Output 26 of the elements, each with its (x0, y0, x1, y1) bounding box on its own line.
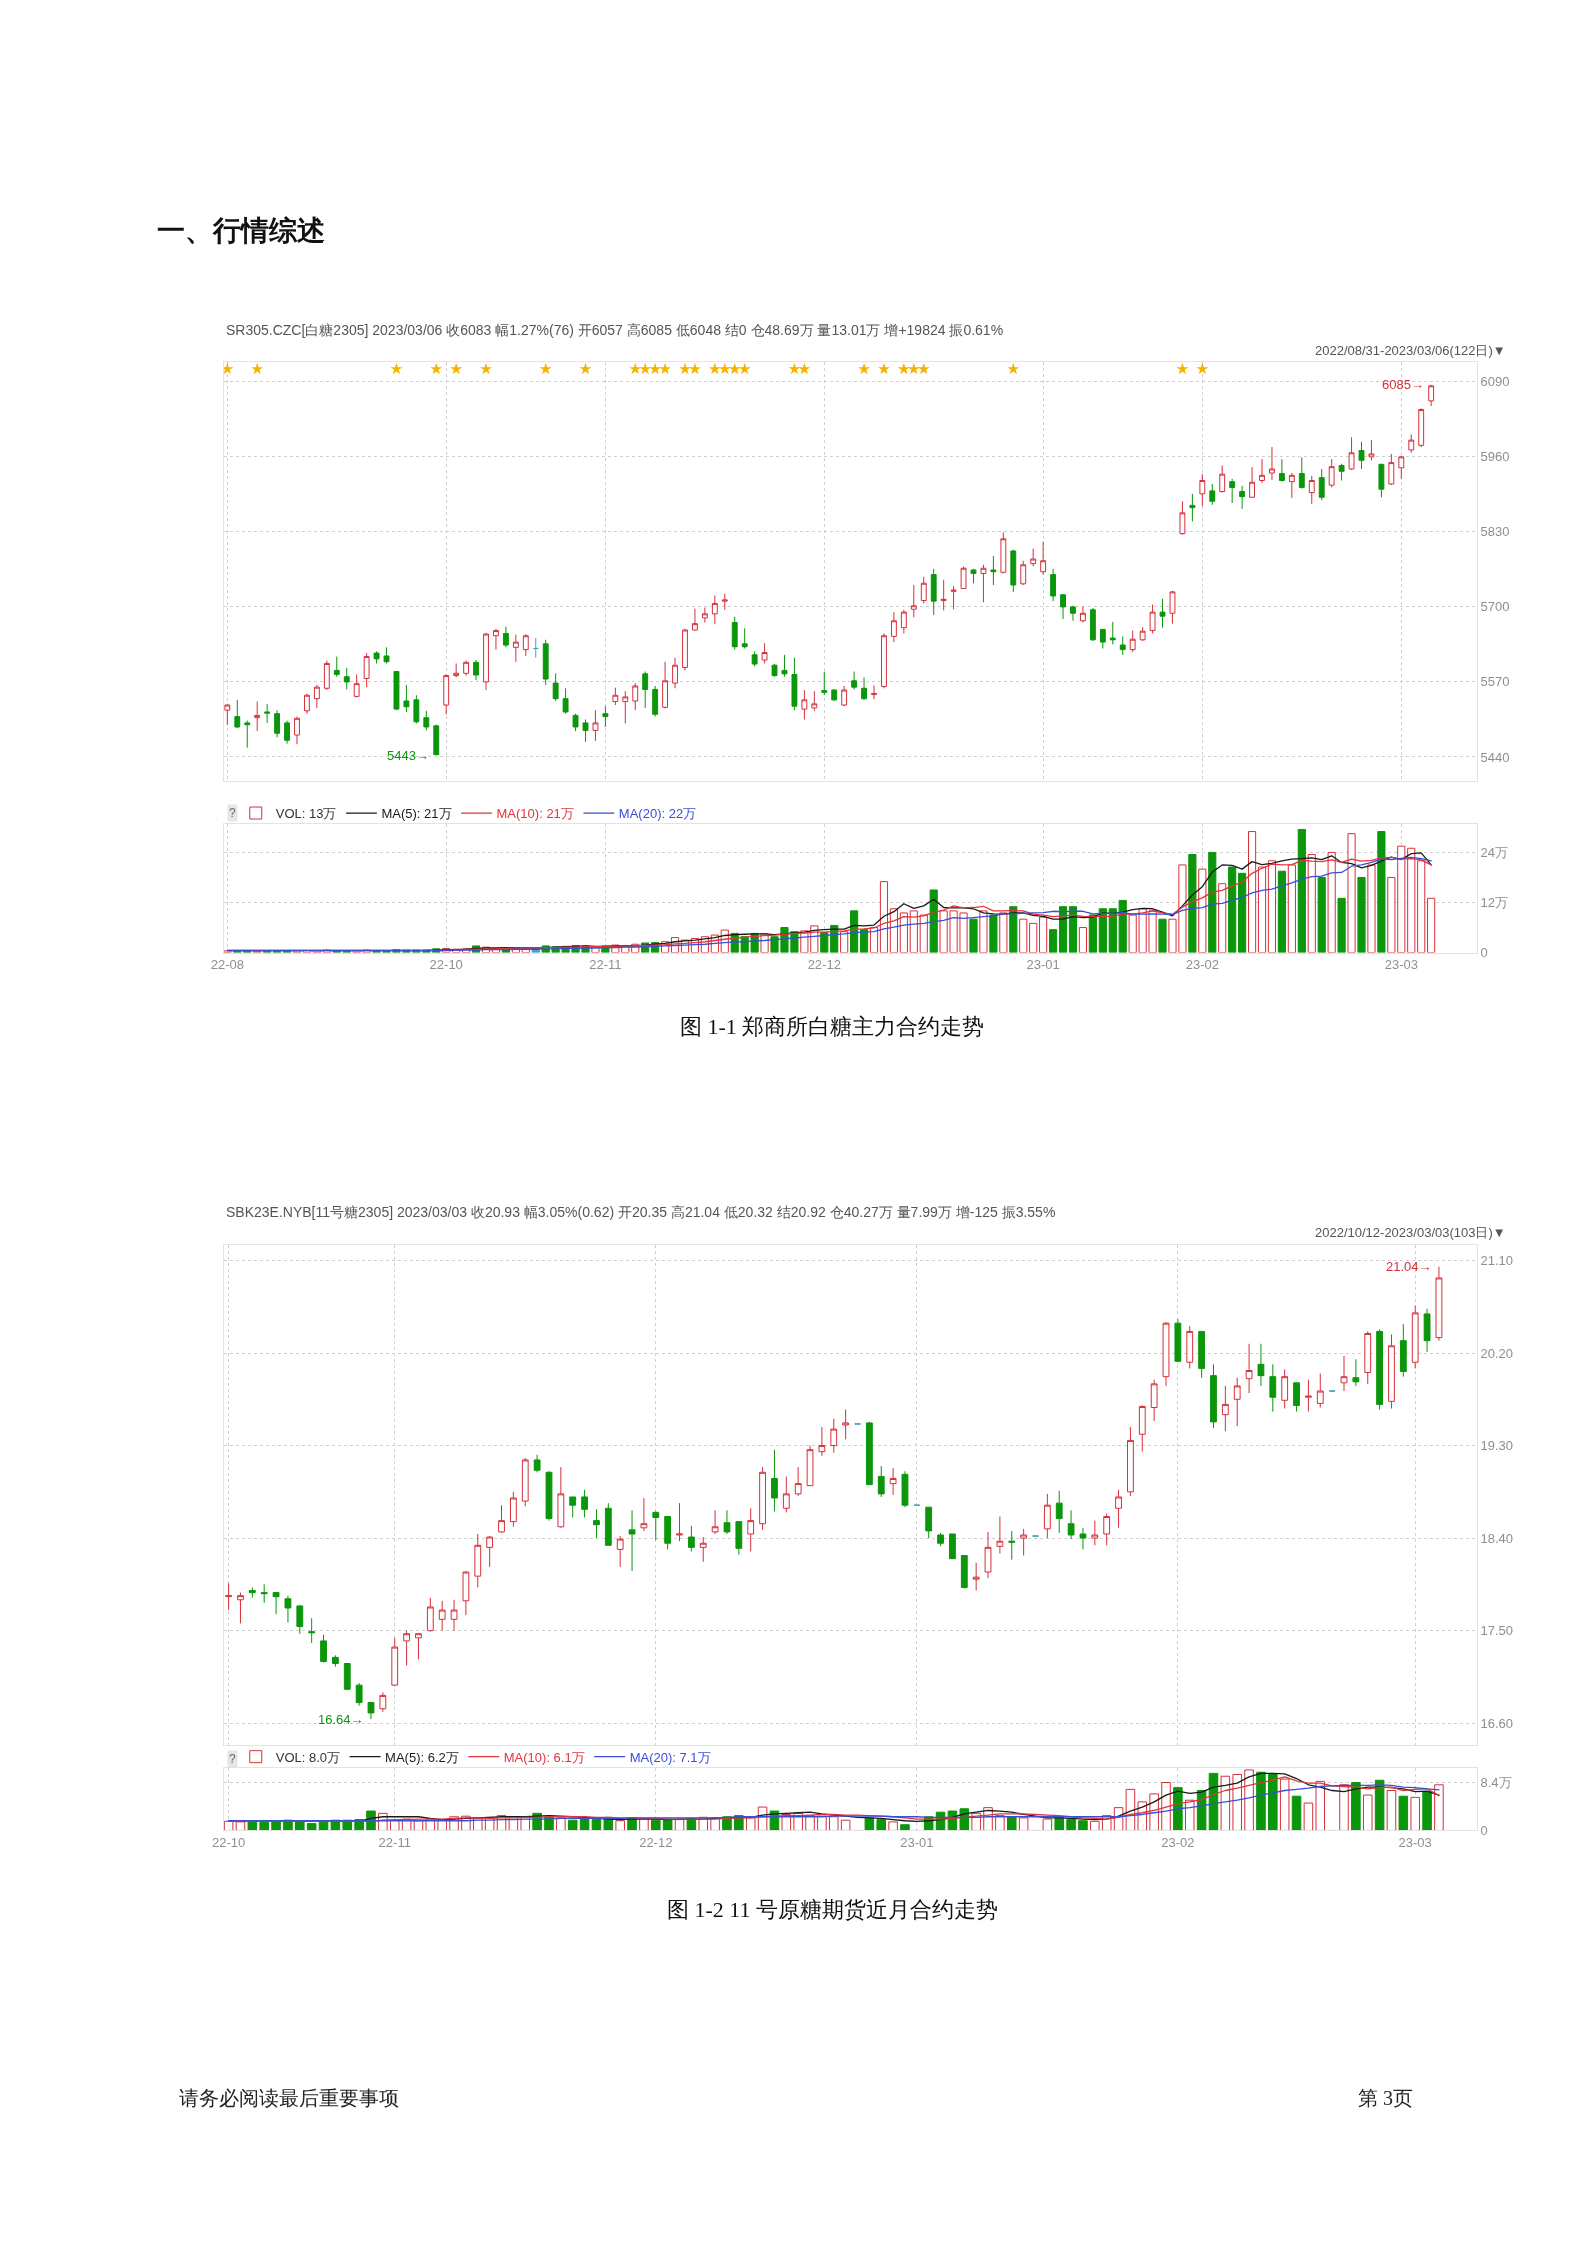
legend-label: MA(5): 6.2万 (385, 1749, 459, 1765)
text: 图 1-2 11 号原糖期货近月合约走势 (667, 1897, 999, 1922)
x-tick-label: 23-01 (900, 1835, 934, 1851)
y-tick-label: 17.50 (1480, 1623, 1514, 1639)
text: 第 3页 (1358, 2087, 1413, 2109)
annotation: 16.64→ (318, 1712, 364, 1727)
y-tick-label: 16.60 (1480, 1715, 1514, 1731)
y-tick-label: 8.4万 (1480, 1775, 1512, 1791)
y-tick-label: 0 (1480, 1823, 1488, 1839)
y-tick-label: 20.20 (1480, 1345, 1514, 1361)
text: ? (229, 1752, 236, 1766)
legend-label: MA(10): 6.1万 (503, 1749, 585, 1765)
text: 请务必阅读最后重要事项 (179, 2087, 399, 2109)
x-tick-label: 22-12 (639, 1835, 673, 1851)
x-tick-label: 22-10 (211, 1835, 246, 1851)
text: 2022/10/12-2023/03/03(103日)▼ (1315, 1225, 1506, 1240)
y-tick-label: 21.10 (1480, 1253, 1514, 1269)
y-tick-label: 19.30 (1480, 1438, 1514, 1454)
annotation: 21.04→ (1386, 1259, 1432, 1274)
y-tick-label: 18.40 (1480, 1530, 1514, 1546)
x-tick-label: 23-02 (1161, 1835, 1195, 1851)
legend-label: MA(20): 7.1万 (629, 1749, 711, 1765)
x-tick-label: 22-11 (378, 1835, 411, 1851)
legend-label: VOL: 8.0万 (275, 1749, 341, 1765)
x-tick-label: 23-03 (1398, 1835, 1432, 1851)
chart-subtitle: SBK23E.NYB[11号糖2305] 2023/03/03 收20.93 幅3.05%(0.62) 开20.35 高21.04 低20.32 结20.92 仓40.27万 量7.99万 增-125 振3.55% (226, 1204, 1056, 1220)
